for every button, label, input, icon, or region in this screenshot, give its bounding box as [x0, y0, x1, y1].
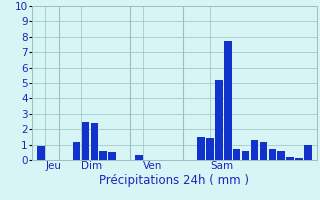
Bar: [233, 149, 241, 160]
Bar: [100, 151, 107, 160]
Bar: [73, 142, 80, 160]
Bar: [135, 155, 143, 160]
Bar: [82, 121, 89, 160]
Bar: [286, 157, 294, 160]
Bar: [304, 145, 312, 160]
Bar: [215, 80, 223, 160]
Bar: [260, 142, 267, 160]
Bar: [91, 123, 98, 160]
Bar: [242, 151, 249, 160]
X-axis label: Précipitations 24h ( mm ): Précipitations 24h ( mm ): [100, 174, 249, 187]
Bar: [37, 146, 45, 160]
Bar: [251, 140, 258, 160]
Bar: [295, 158, 303, 160]
Bar: [224, 41, 232, 160]
Bar: [206, 138, 214, 160]
Bar: [277, 151, 285, 160]
Bar: [108, 152, 116, 160]
Bar: [197, 137, 205, 160]
Bar: [268, 149, 276, 160]
